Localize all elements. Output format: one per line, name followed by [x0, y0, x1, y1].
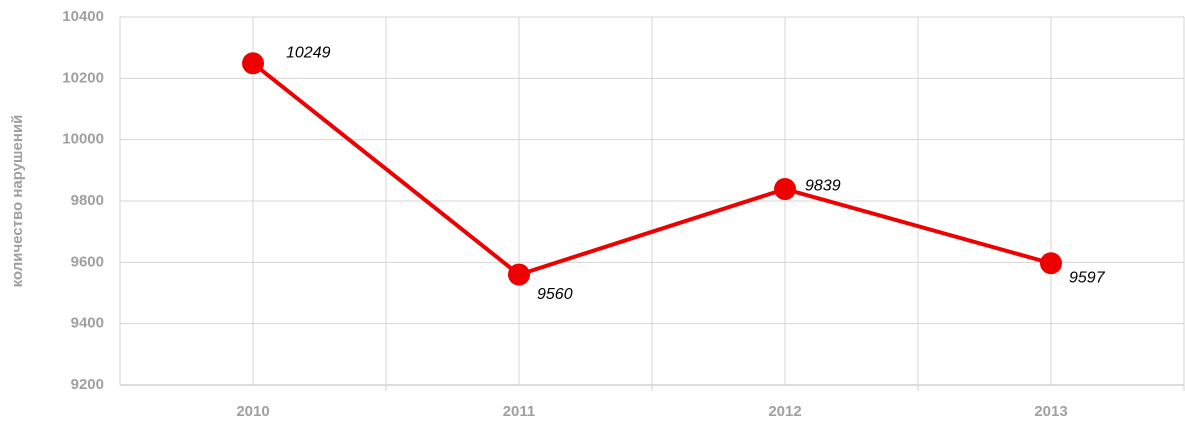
y-tick-label: 9800	[71, 192, 104, 209]
y-tick-label: 10200	[62, 69, 104, 86]
y-tick-label: 9400	[71, 315, 104, 332]
line	[251, 61, 1052, 277]
point	[508, 263, 530, 286]
y-tick-label: 9600	[71, 253, 104, 270]
y-tick-label: 10400	[62, 8, 104, 25]
y-axis-title: количество нарушений	[9, 115, 26, 288]
x-tick-label: 2013	[1034, 403, 1067, 420]
x-tick-label: 2012	[768, 403, 801, 420]
data-label: 9560	[537, 286, 573, 303]
data-label: 9839	[805, 177, 841, 194]
x-tick-label: 2011	[503, 403, 536, 420]
point	[1040, 252, 1062, 275]
data-label: 9597	[1069, 269, 1106, 286]
point	[242, 52, 264, 75]
y-tick-label: 9200	[71, 376, 104, 393]
data-label: 10249	[286, 45, 331, 62]
point	[774, 178, 796, 201]
y-tick-label: 10000	[62, 131, 104, 148]
x-tick-label: 2010	[236, 403, 269, 420]
